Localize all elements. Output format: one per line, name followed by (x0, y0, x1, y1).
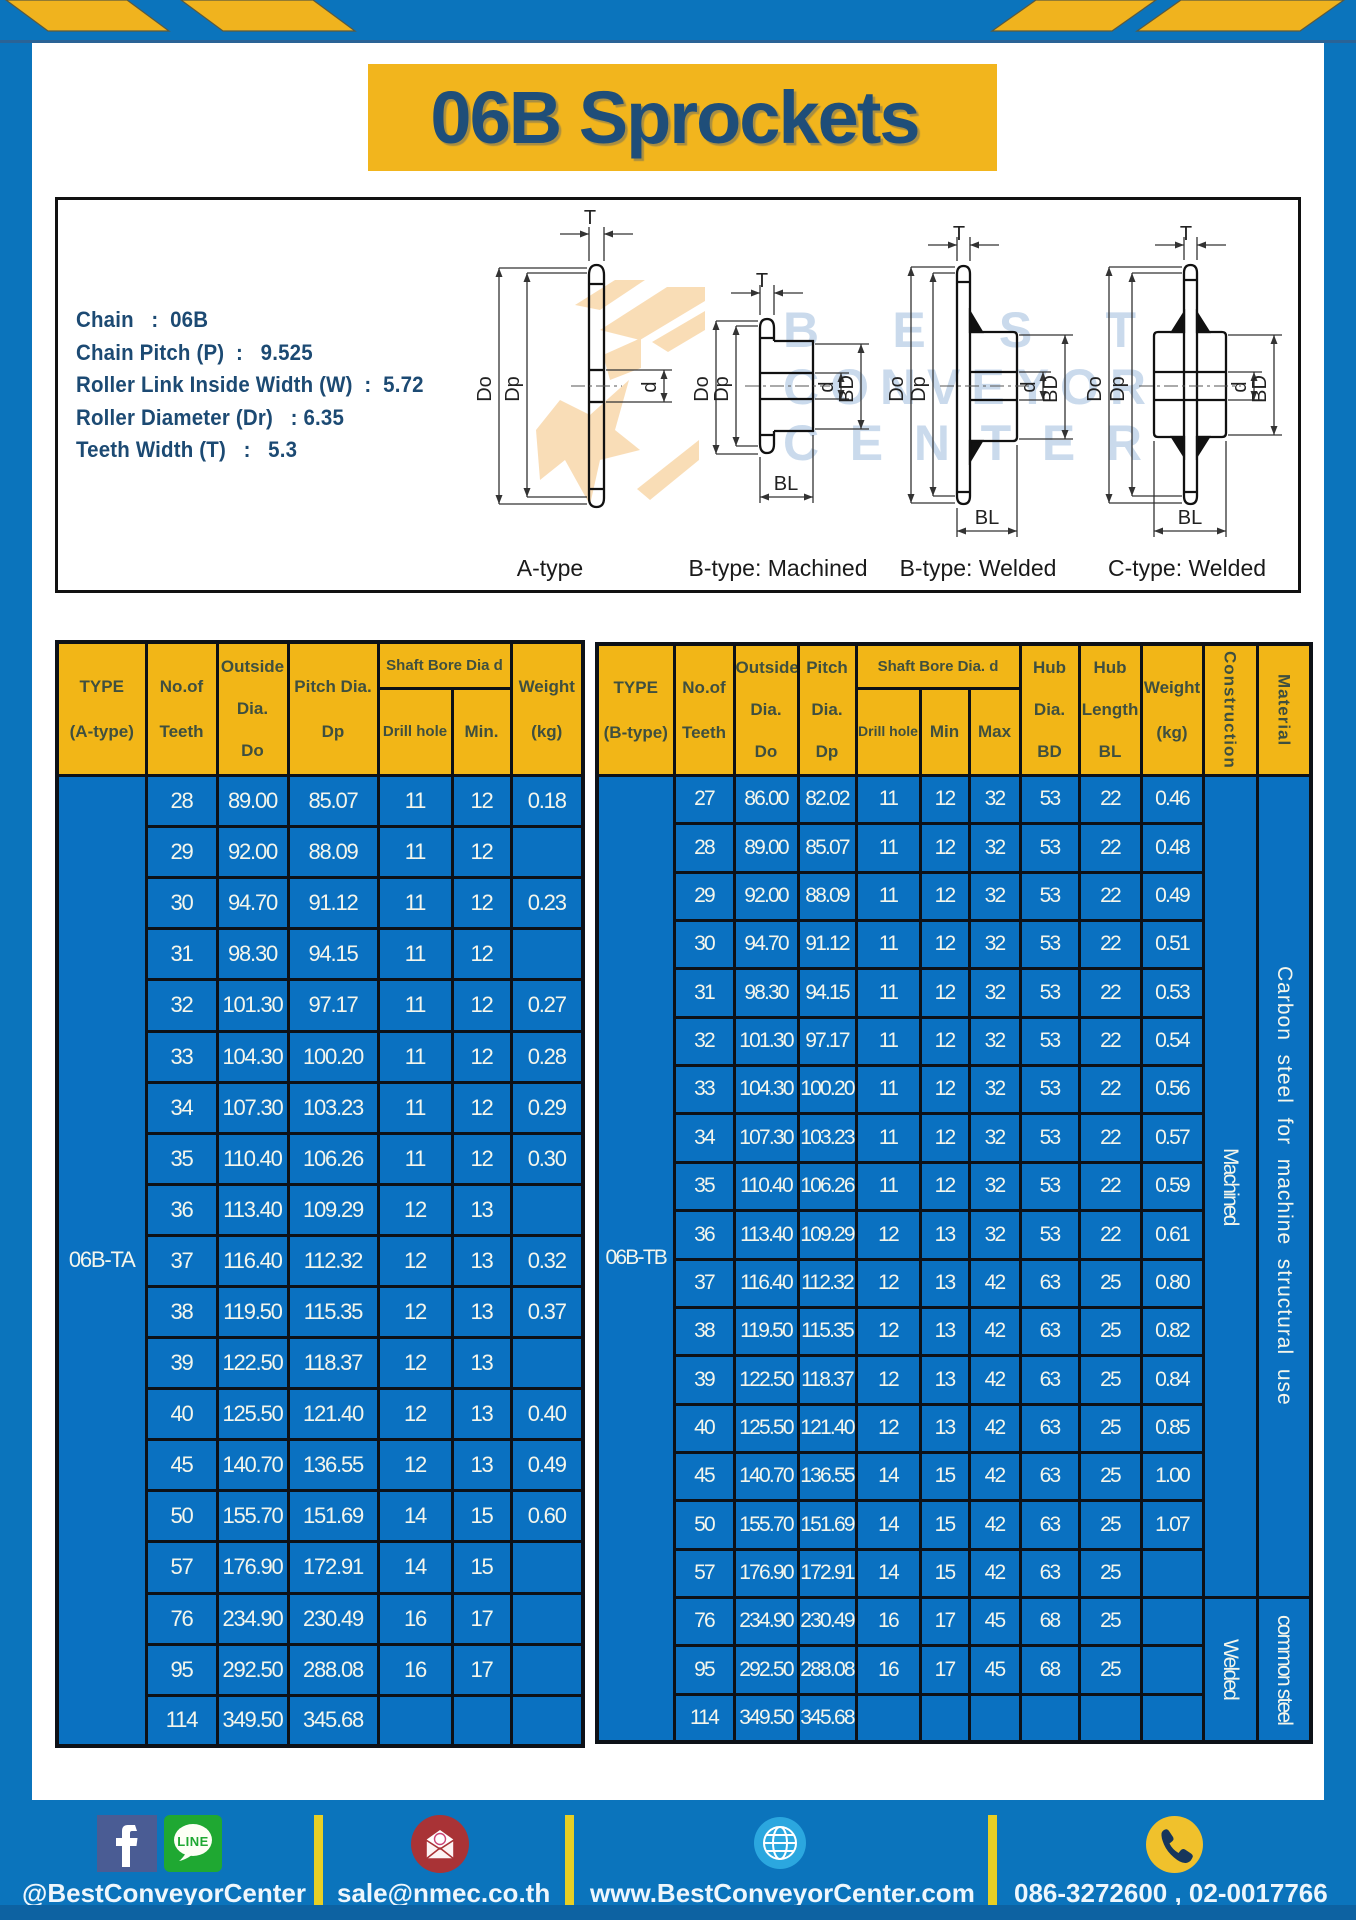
svg-text:LINE: LINE (177, 1834, 209, 1849)
svg-text:T: T (756, 270, 768, 292)
svg-text:BL: BL (1178, 507, 1202, 529)
svg-text:Do: Do (474, 376, 496, 402)
svg-text:Dp: Dp (1107, 376, 1129, 402)
svg-text:Dp: Dp (711, 376, 733, 402)
svg-text:d: d (639, 381, 661, 392)
svg-text:BL: BL (774, 473, 798, 495)
svg-text:T: T (584, 207, 596, 229)
svg-text:C-type: Welded: C-type: Welded (1108, 555, 1266, 581)
svg-text:CENTER: CENTER (783, 415, 1150, 471)
svg-text:B-type: Machined: B-type: Machined (689, 555, 868, 581)
svg-text:d: d (1229, 381, 1251, 392)
svg-text:Dp: Dp (908, 376, 930, 402)
svg-text:T: T (953, 223, 965, 245)
svg-text:d: d (816, 381, 838, 392)
svg-text:Do: Do (886, 376, 908, 402)
svg-text:Do: Do (1084, 376, 1106, 402)
svg-text:Dp: Dp (502, 376, 524, 402)
svg-text:d: d (1018, 381, 1040, 392)
svg-text:A-type: A-type (517, 555, 583, 581)
svg-text:Do: Do (691, 376, 713, 402)
svg-text:BD: BD (1249, 375, 1271, 403)
svg-text:B-type: Welded: B-type: Welded (900, 555, 1057, 581)
svg-text:BL: BL (975, 507, 999, 529)
svg-text:T: T (1180, 223, 1192, 245)
svg-text:BEST: BEST (783, 302, 1150, 358)
svg-text:BD: BD (836, 375, 858, 403)
svg-text:BD: BD (1040, 375, 1062, 403)
